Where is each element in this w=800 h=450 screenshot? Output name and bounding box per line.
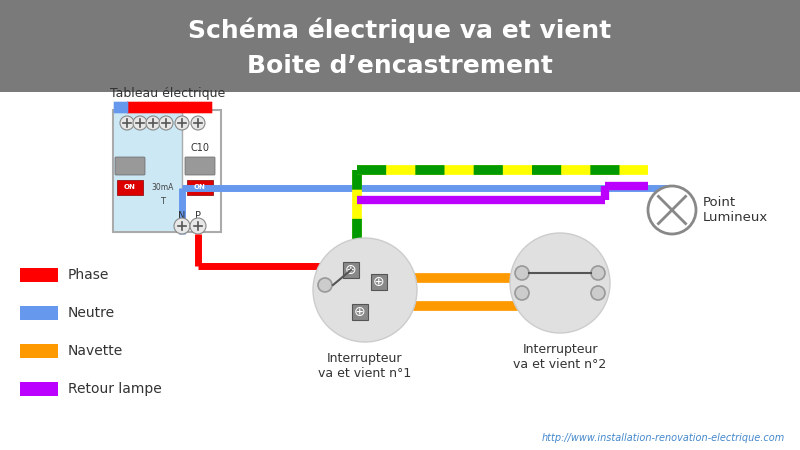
Circle shape bbox=[515, 266, 529, 280]
Circle shape bbox=[133, 116, 147, 130]
Text: Retour lampe: Retour lampe bbox=[68, 382, 162, 396]
FancyBboxPatch shape bbox=[117, 180, 143, 195]
Text: http://www.installation-renovation-electrique.com: http://www.installation-renovation-elect… bbox=[542, 433, 785, 443]
Text: Interrupteur
va et vient n°2: Interrupteur va et vient n°2 bbox=[514, 343, 606, 371]
Text: ON: ON bbox=[124, 184, 136, 190]
Text: Neutre: Neutre bbox=[68, 306, 115, 320]
Circle shape bbox=[318, 278, 332, 292]
FancyBboxPatch shape bbox=[113, 110, 221, 232]
Text: ⊕: ⊕ bbox=[373, 275, 385, 289]
Text: ⊕: ⊕ bbox=[354, 305, 366, 319]
FancyBboxPatch shape bbox=[114, 111, 182, 231]
FancyBboxPatch shape bbox=[187, 180, 213, 195]
Circle shape bbox=[515, 286, 529, 300]
FancyBboxPatch shape bbox=[115, 157, 145, 175]
Text: T: T bbox=[161, 197, 166, 206]
Circle shape bbox=[159, 116, 173, 130]
Circle shape bbox=[313, 238, 417, 342]
Text: Point
Lumineux: Point Lumineux bbox=[703, 196, 768, 224]
Circle shape bbox=[648, 186, 696, 234]
FancyBboxPatch shape bbox=[0, 0, 800, 92]
FancyBboxPatch shape bbox=[352, 304, 368, 320]
Circle shape bbox=[120, 116, 134, 130]
Circle shape bbox=[191, 116, 205, 130]
Text: 30mA: 30mA bbox=[152, 183, 174, 192]
Text: C10: C10 bbox=[190, 143, 210, 153]
Text: Boite d’encastrement: Boite d’encastrement bbox=[247, 54, 553, 78]
Text: N: N bbox=[178, 211, 186, 221]
Text: Tableau électrique: Tableau électrique bbox=[110, 87, 226, 100]
Circle shape bbox=[591, 286, 605, 300]
FancyBboxPatch shape bbox=[126, 102, 212, 113]
Circle shape bbox=[591, 266, 605, 280]
FancyBboxPatch shape bbox=[185, 157, 215, 175]
FancyBboxPatch shape bbox=[114, 102, 128, 113]
Text: Phase: Phase bbox=[68, 268, 110, 282]
Text: Schéma électrique va et vient: Schéma électrique va et vient bbox=[188, 17, 612, 43]
FancyBboxPatch shape bbox=[20, 268, 58, 282]
Text: ⊕: ⊕ bbox=[345, 263, 357, 277]
Text: Interrupteur
va et vient n°1: Interrupteur va et vient n°1 bbox=[318, 352, 412, 380]
Circle shape bbox=[190, 218, 206, 234]
FancyBboxPatch shape bbox=[20, 306, 58, 320]
Text: ON: ON bbox=[194, 184, 206, 190]
FancyBboxPatch shape bbox=[20, 382, 58, 396]
FancyBboxPatch shape bbox=[371, 274, 387, 290]
Circle shape bbox=[146, 116, 160, 130]
Circle shape bbox=[174, 218, 190, 234]
FancyBboxPatch shape bbox=[343, 262, 359, 278]
Circle shape bbox=[175, 116, 189, 130]
FancyBboxPatch shape bbox=[20, 344, 58, 358]
Text: Navette: Navette bbox=[68, 344, 123, 358]
Circle shape bbox=[510, 233, 610, 333]
Text: P: P bbox=[195, 211, 201, 221]
